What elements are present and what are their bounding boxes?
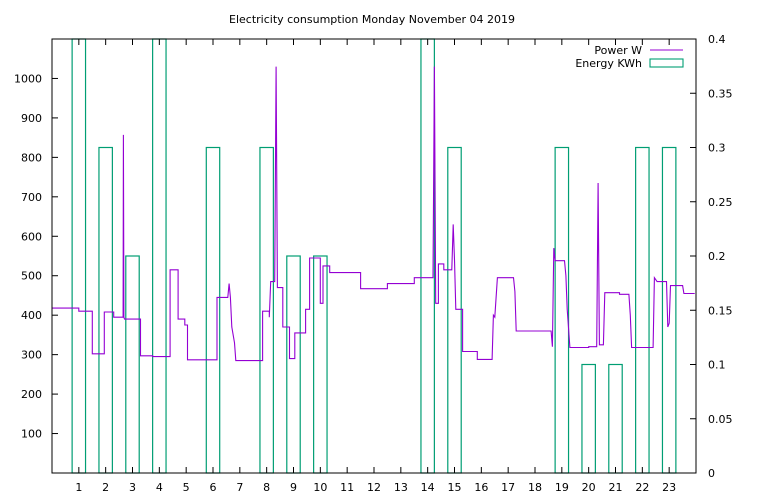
energy-bar-3 [152,38,167,474]
legend-swatch-energy [649,58,684,68]
y-left-tick-label-600: 600 [21,230,42,243]
x-tick-label-11: 11 [340,481,354,494]
y-right-tick-label-0: 0 [708,467,715,480]
x-tick-label-22: 22 [635,481,649,494]
y-left-tick-label-200: 200 [21,388,42,401]
energy-bar-5 [259,146,274,474]
x-tick-label-12: 12 [367,481,381,494]
x-tick-label-14: 14 [421,481,435,494]
y-right-tick-label-0.4: 0.4 [708,33,726,46]
x-tick-label-9: 9 [290,481,297,494]
y-left-tick-label-300: 300 [21,349,42,362]
y-left-tick-label-900: 900 [21,112,42,125]
y-right-tick-label-0.05: 0.05 [708,413,733,426]
y-right-tick-label-0.15: 0.15 [708,304,733,317]
y-right-tick-label-0.25: 0.25 [708,196,733,209]
power-line [52,66,695,362]
legend-label-1: Energy KWh [575,57,642,70]
energy-bar-1 [98,146,113,474]
y-right-tick-label-0.35: 0.35 [708,87,733,100]
x-tick-label-5: 5 [183,481,190,494]
y-left-tick-label-800: 800 [21,151,42,164]
y-left-tick-label-400: 400 [21,309,42,322]
energy-bar-0 [71,38,87,474]
energy-bar-4 [205,146,221,474]
y-left-tick-label-1000: 1000 [14,72,42,85]
plot-frame [51,38,697,474]
y-left-tick-label-700: 700 [21,191,42,204]
x-tick-label-23: 23 [662,481,676,494]
power-line-layer [52,66,695,362]
x-tick-label-20: 20 [582,481,596,494]
energy-bar-10 [554,146,570,474]
x-tick-label-3: 3 [129,481,136,494]
x-tick-label-2: 2 [102,481,109,494]
x-tick-label-13: 13 [394,481,408,494]
x-tick-label-4: 4 [156,481,163,494]
x-tick-label-17: 17 [501,481,515,494]
energy-bars-layer [71,38,677,474]
x-tick-label-16: 16 [474,481,488,494]
energy-bar-11 [581,363,596,474]
axes-layer: 1 2 3 4 5 6 7 8 9 10 11 12 13 14 15 16 17 18 19 20 21 22 23100… [14,33,733,494]
x-tick-label-15: 15 [448,481,462,494]
x-tick-label-7: 7 [236,481,243,494]
x-tick-label-10: 10 [313,481,327,494]
y-right-tick-label-0.1: 0.1 [708,359,726,372]
y-left-tick-label-100: 100 [21,428,42,441]
y-left-tick-label-500: 500 [21,270,42,283]
energy-bar-9 [447,146,462,474]
energy-bar-8 [420,38,435,474]
energy-bar-12 [608,363,623,474]
x-tick-label-18: 18 [528,481,542,494]
x-tick-label-1: 1 [75,481,82,494]
energy-bar-6 [286,255,301,474]
x-tick-label-19: 19 [555,481,569,494]
energy-bar-2 [125,255,140,474]
energy-bar-13 [635,146,650,474]
x-tick-label-21: 21 [609,481,623,494]
chart-title: Electricity consumption Monday November … [229,13,515,26]
y-right-tick-label-0.2: 0.2 [708,250,726,263]
y-right-tick-label-0.3: 0.3 [708,142,726,155]
legend-label-0: Power W [594,44,642,57]
x-tick-label-8: 8 [263,481,270,494]
x-tick-label-6: 6 [210,481,217,494]
